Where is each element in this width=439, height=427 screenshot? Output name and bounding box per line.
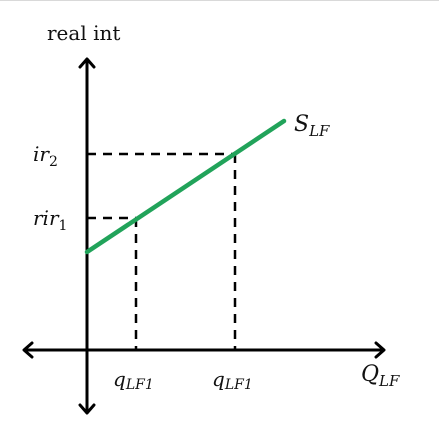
y-level-label-rir1: rir1 (33, 206, 67, 234)
y-axis-arrow-bottom (78, 403, 96, 415)
x-level-label-q2: qLF1 (212, 367, 253, 393)
x-axis-arrow-right (374, 341, 386, 359)
supply-curve (84, 118, 287, 255)
supply-curve-label: SLF (294, 112, 330, 140)
y-axis-arrow-top (78, 57, 96, 69)
x-level-label-q1: qLF1 (113, 367, 154, 393)
axes (22, 57, 386, 415)
top-rule (0, 0, 439, 1)
x-axis-arrow-left (22, 341, 34, 359)
guide-lines (87, 152, 237, 350)
y-axis-label: real int (47, 21, 120, 45)
x-axis-label: QLF (361, 362, 400, 390)
y-level-label-ir2: ir2 (33, 142, 58, 170)
